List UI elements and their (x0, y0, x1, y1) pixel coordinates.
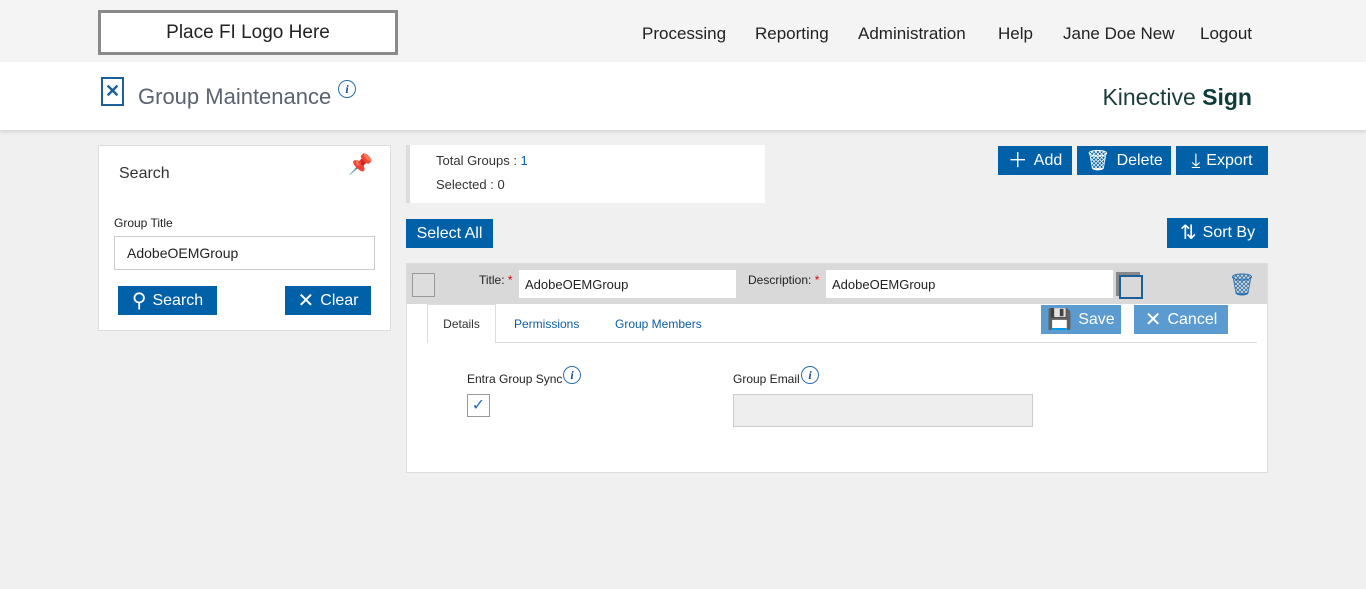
tab-group-members[interactable]: Group Members (615, 317, 702, 331)
clear-button[interactable]: ✕ Clear (285, 286, 371, 315)
group-email-label: Group Email (733, 372, 800, 386)
description-input[interactable] (826, 270, 1113, 298)
export-label: Export (1206, 151, 1253, 169)
brand-logo: Kinective Sign (1102, 84, 1252, 110)
title-label: Title: * (479, 273, 513, 287)
select-all-button[interactable]: Select All (406, 219, 493, 248)
page-header (0, 62, 1366, 130)
sort-label: Sort By (1202, 224, 1256, 241)
tab-permissions[interactable]: Permissions (514, 317, 580, 331)
tab-divider (496, 342, 1257, 343)
search-heading: Search (119, 165, 170, 182)
copy-icon[interactable] (1119, 275, 1143, 299)
tab-details[interactable]: Details (427, 304, 496, 343)
sort-icon: ⇅ (1179, 222, 1197, 244)
title-input[interactable] (519, 270, 736, 298)
search-icon: ⚲ (131, 289, 147, 312)
group-select-checkbox[interactable] (412, 273, 435, 297)
save-button[interactable]: 💾 Save (1041, 305, 1121, 334)
info-icon[interactable]: i (563, 366, 581, 384)
description-label: Description: * (748, 273, 820, 287)
logo-placeholder: Place FI Logo Here (98, 10, 398, 55)
group-title-label: Group Title (114, 216, 173, 230)
download-icon: ⤓ (1191, 149, 1201, 172)
search-button[interactable]: ⚲ Search (118, 286, 217, 315)
close-icon: ✕ (1144, 308, 1162, 331)
close-icon: ✕ (297, 289, 315, 312)
nav-administration[interactable]: Administration (858, 24, 966, 43)
summary-panel: Total Groups : 1 Selected : 0 (406, 145, 765, 203)
total-groups: Total Groups : 1 (436, 153, 528, 168)
save-icon: 💾 (1047, 308, 1073, 331)
trash-icon[interactable]: 🗑 (1228, 272, 1256, 297)
entra-sync-checkbox[interactable]: ✓ (467, 394, 490, 417)
trash-icon: 🗑 (1085, 149, 1111, 172)
nav-logout[interactable]: Logout (1200, 24, 1252, 43)
group-email-input[interactable] (733, 394, 1033, 427)
add-label: Add (1033, 151, 1063, 169)
page-title: Group Maintenance (138, 84, 332, 109)
nav-help[interactable]: Help (998, 24, 1033, 43)
nav-user[interactable]: Jane Doe New (1063, 24, 1175, 43)
delete-button[interactable]: 🗑 Delete (1077, 146, 1171, 175)
cancel-label: Cancel (1167, 310, 1218, 328)
group-title-input[interactable] (114, 236, 375, 270)
nav-processing[interactable]: Processing (642, 24, 727, 43)
pin-icon[interactable]: 📌 (348, 154, 373, 176)
nav-reporting[interactable]: Reporting (755, 24, 829, 43)
selected-count: Selected : 0 (436, 177, 505, 192)
export-button[interactable]: ⤓ Export (1176, 146, 1268, 175)
entra-sync-label: Entra Group Sync (467, 372, 563, 386)
add-button[interactable]: ＋ Add (998, 146, 1072, 175)
plus-icon: ＋ (1007, 149, 1028, 172)
info-icon[interactable]: i (801, 366, 819, 384)
save-label: Save (1078, 310, 1115, 328)
sort-by-button[interactable]: ⇅ Sort By (1167, 218, 1268, 248)
search-button-label: Search (152, 291, 204, 309)
clear-button-label: Clear (320, 291, 359, 309)
delete-label: Delete (1116, 151, 1163, 169)
info-icon[interactable]: i (338, 80, 356, 98)
group-maintenance-icon: ✕ (101, 77, 124, 106)
cancel-button[interactable]: ✕ Cancel (1134, 305, 1228, 334)
